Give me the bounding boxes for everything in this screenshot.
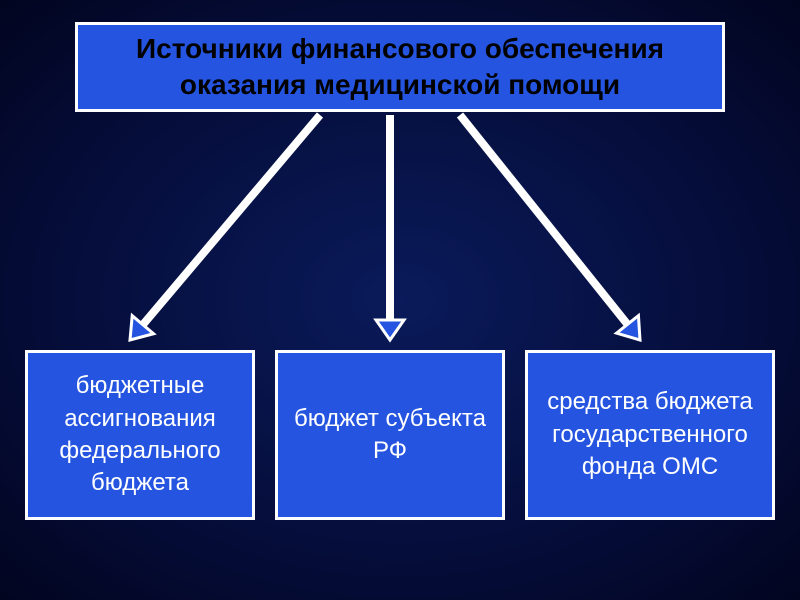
arrow-shaft-2	[457, 113, 631, 327]
arrow-head-2	[617, 316, 640, 340]
child-text-1: бюджет субъекта РФ	[286, 403, 494, 468]
arrow-head-0	[130, 316, 154, 340]
child-text-2: средства бюджета государственного фонда …	[536, 386, 764, 483]
child-box-1: бюджет субъекта РФ	[275, 350, 505, 520]
title-box: Источники финансового обеспечения оказан…	[75, 22, 725, 112]
arrow-shaft-1	[386, 115, 394, 320]
arrow-shaft-0	[140, 112, 323, 327]
child-text-0: бюджетные ассигнования федерального бюдж…	[36, 370, 244, 500]
child-box-2: средства бюджета государственного фонда …	[525, 350, 775, 520]
title-text: Источники финансового обеспечения оказан…	[94, 31, 706, 104]
child-box-0: бюджетные ассигнования федерального бюдж…	[25, 350, 255, 520]
arrow-head-1	[376, 320, 404, 340]
